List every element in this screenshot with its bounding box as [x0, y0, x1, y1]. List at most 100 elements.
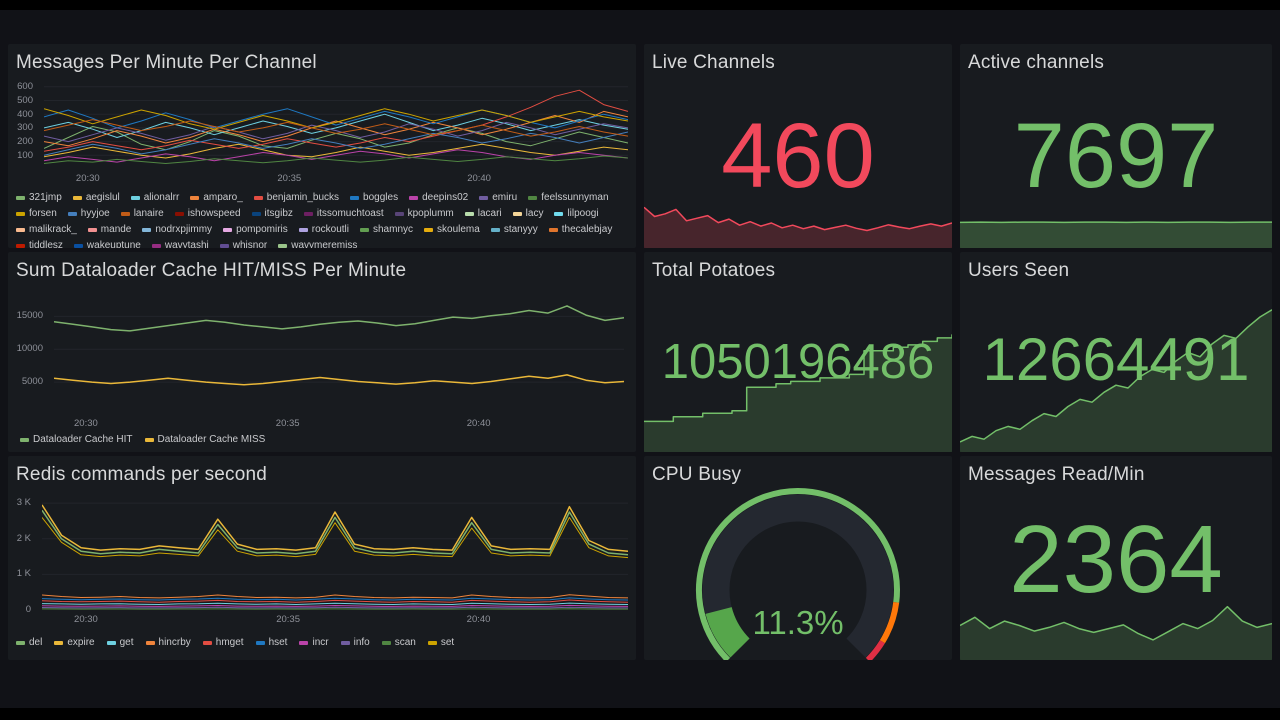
legend-swatch — [72, 195, 82, 200]
legend-item[interactable]: pompomiris — [223, 223, 288, 236]
legend-label: lilpoogi — [567, 208, 599, 219]
x-axis: 20:30 20:35 20:40 — [42, 614, 628, 626]
x-tick: 20:30 — [74, 418, 98, 429]
legend-label: itssomuchtoast — [316, 208, 384, 219]
legend-item[interactable]: emiru — [479, 191, 517, 204]
legend-item[interactable]: boggles — [350, 191, 398, 204]
panel-title[interactable]: CPU Busy — [652, 464, 742, 485]
letterbox-bottom — [0, 708, 1280, 720]
legend-item[interactable]: lilpoogi — [554, 207, 599, 220]
legend-swatch — [67, 211, 77, 216]
legend-item[interactable]: shamnyc — [360, 223, 413, 236]
legend-item[interactable]: deepins02 — [409, 191, 468, 204]
legend-item[interactable]: wavymeremiss — [278, 239, 357, 248]
legend-swatch — [350, 195, 360, 200]
legend-item[interactable]: thecalebjay — [548, 223, 612, 236]
legend-item[interactable]: forsen — [16, 207, 57, 220]
legend-item[interactable]: info — [340, 636, 370, 649]
legend-label: itsgibz — [264, 208, 293, 219]
y-tick: 200 — [17, 136, 33, 148]
panel-messages-per-channel: Messages Per Minute Per Channel 600 500 … — [8, 44, 636, 248]
panel-total-potatoes: Total Potatoes 1050196486 — [644, 252, 953, 452]
x-axis: 20:30 20:35 20:40 — [44, 173, 628, 185]
legend-item[interactable]: hmget — [202, 636, 244, 649]
y-tick: 10000 — [16, 343, 43, 354]
panel-title[interactable]: Redis commands per second — [16, 464, 268, 485]
legend-label: scan — [394, 637, 416, 648]
panel-title[interactable]: Messages Read/Min — [968, 464, 1145, 485]
legend-item[interactable]: rockoutli — [298, 223, 349, 236]
legend-swatch — [219, 243, 229, 248]
legend-item[interactable]: tiddlesz — [16, 239, 63, 248]
legend-item[interactable]: whisnor — [219, 239, 267, 248]
legend-swatch — [340, 640, 350, 645]
legend-item[interactable]: kpoplumm — [394, 207, 454, 220]
legend-label: get — [119, 637, 134, 648]
legend-item[interactable]: itsgibz — [251, 207, 293, 220]
legend-swatch — [73, 243, 83, 248]
panel-title[interactable]: Messages Per Minute Per Channel — [16, 52, 317, 73]
legend-item[interactable]: del — [16, 636, 42, 649]
legend-item[interactable]: amparo_ — [190, 191, 243, 204]
legend-item[interactable]: wavytashi — [151, 239, 209, 248]
legend-item[interactable]: lacy — [512, 207, 543, 220]
legend-label: ishowspeed — [187, 208, 241, 219]
x-tick: 20:35 — [277, 173, 302, 184]
legend-item[interactable]: Dataloader Cache MISS — [144, 433, 265, 446]
dataloader-chart[interactable] — [54, 300, 624, 415]
legend-item[interactable]: hyyjoe — [67, 207, 110, 220]
legend-swatch — [251, 211, 261, 216]
legend-item[interactable]: expire — [54, 636, 95, 649]
legend-item[interactable]: set — [427, 636, 454, 649]
legend-item[interactable]: skoulema — [424, 223, 480, 236]
legend-swatch — [54, 640, 64, 645]
legend-swatch — [298, 227, 308, 232]
legend-swatch — [174, 211, 184, 216]
legend-item[interactable]: lanaire — [120, 207, 164, 220]
legend-label: lacari — [477, 208, 502, 219]
legend-label: hmget — [215, 637, 244, 648]
legend-item[interactable]: incr — [299, 636, 329, 649]
legend-item[interactable]: nodrxpjimmy — [142, 223, 212, 236]
legend-item[interactable]: hset — [255, 636, 287, 649]
legend-label: expire — [67, 637, 95, 648]
panel-title[interactable]: Users Seen — [968, 260, 1070, 281]
legend-swatch — [16, 243, 25, 248]
cpu-busy-gauge — [644, 482, 952, 660]
legend-item[interactable]: wakeuptune — [73, 239, 141, 248]
legend-item[interactable]: mande — [87, 223, 131, 236]
panel-redis-commands: Redis commands per second 3 K 2 K 1 K 0 … — [8, 456, 636, 660]
legend-label: hincrby — [158, 637, 191, 648]
legend-item[interactable]: scan — [381, 636, 416, 649]
legend-item[interactable]: feelssunnyman — [528, 191, 609, 204]
y-axis: 3 K 2 K 1 K 0 — [8, 498, 36, 615]
panel-title[interactable]: Live Channels — [652, 52, 776, 73]
messages-chart[interactable] — [44, 84, 628, 169]
legend-item[interactable]: hincrby — [145, 636, 191, 649]
legend-item[interactable]: lacari — [464, 207, 502, 220]
legend-item[interactable]: 321jmp — [16, 191, 62, 204]
legend-label: feelssunnyman — [541, 192, 609, 203]
legend-item[interactable]: alionalrr — [130, 191, 179, 204]
legend-swatch — [106, 640, 116, 645]
legend-swatch — [554, 211, 564, 216]
legend-label: shamnyc — [373, 224, 414, 235]
panel-title[interactable]: Sum Dataloader Cache HIT/MISS Per Minute — [16, 260, 407, 281]
legend-item[interactable]: Dataloader Cache HIT — [20, 433, 133, 446]
redis-chart[interactable] — [42, 496, 628, 610]
legend-item[interactable]: benjamin_bucks — [253, 191, 339, 204]
legend-item[interactable]: ishowspeed — [174, 207, 241, 220]
panel-title[interactable]: Active channels — [968, 52, 1105, 73]
legend-swatch — [223, 227, 233, 232]
legend-item[interactable]: stanyyy — [490, 223, 538, 236]
legend-item[interactable]: get — [106, 636, 134, 649]
legend-item[interactable]: malikrack_ — [16, 223, 77, 236]
legend-swatch — [303, 211, 313, 216]
panel-title[interactable]: Total Potatoes — [652, 260, 776, 281]
legend-item[interactable]: itssomuchtoast — [303, 207, 384, 220]
y-axis: 600 500 400 300 200 100 — [8, 82, 38, 161]
users-seen-sparkline — [959, 307, 1273, 452]
legend-label: Dataloader Cache HIT — [33, 434, 133, 445]
legend-item[interactable]: aegislul — [72, 191, 120, 204]
legend-swatch — [381, 640, 391, 645]
